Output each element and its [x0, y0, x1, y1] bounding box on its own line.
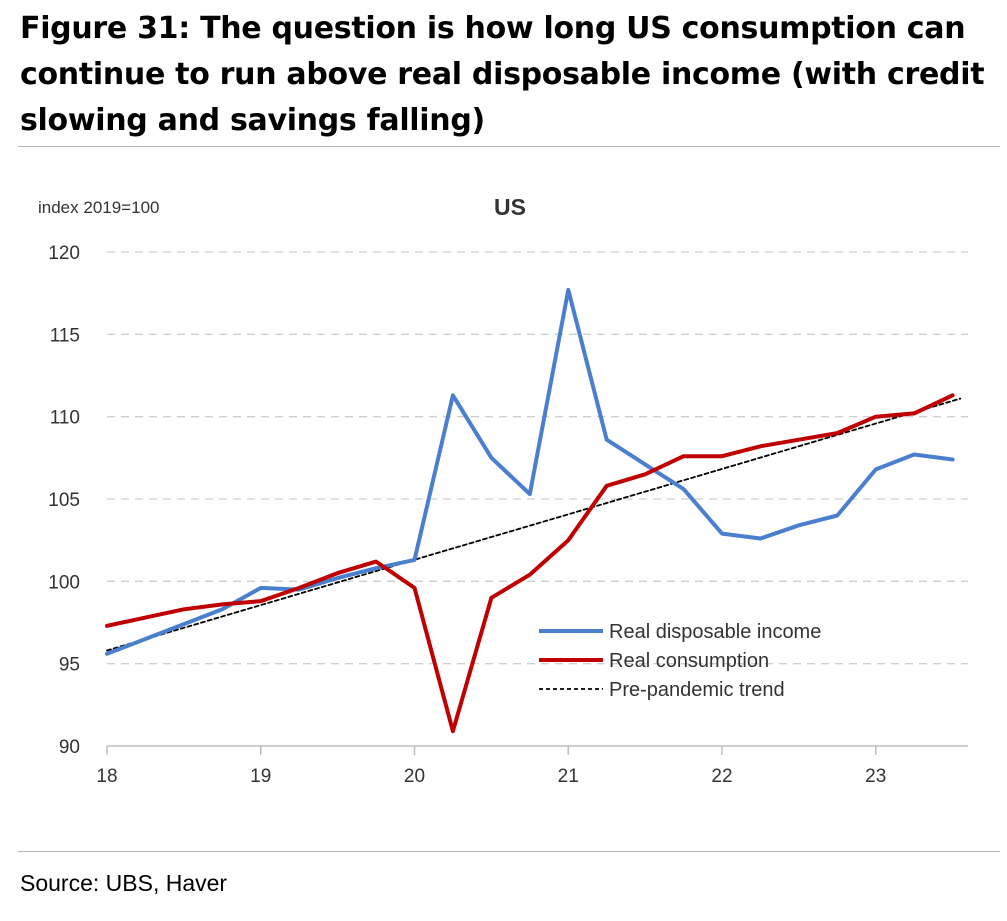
legend: Real disposable income Real consumption Pr…: [539, 621, 821, 701]
y-tick-100: 100: [48, 572, 80, 593]
legend-label-3: Pre-pandemic trend: [609, 679, 785, 701]
series-real-disposable-income: [105, 287, 955, 656]
x-tick-20: 20: [404, 766, 425, 787]
y-tick-115: 115: [50, 325, 80, 346]
y-tick-labels: 90 95 100 105 110 115 120: [48, 243, 80, 758]
y-tick-120: 120: [48, 243, 80, 264]
y-tick-105: 105: [48, 490, 80, 511]
source-note: Source: UBS, Haver: [20, 870, 228, 896]
y-tick-95: 95: [59, 655, 80, 676]
x-tick-18: 18: [96, 766, 117, 787]
title-divider: [18, 146, 1000, 147]
x-tick-19: 19: [250, 766, 271, 787]
x-tick-22: 22: [711, 766, 732, 787]
chart: index 2019=100 US 90 95 100 105 110 115 120 18…: [38, 194, 968, 787]
series-lines: [105, 287, 962, 734]
series-real-consumption: [105, 393, 955, 734]
figure-title: Figure 31: The question is how long US c…: [20, 11, 985, 138]
legend-label-2: Real consumption: [609, 650, 769, 672]
x-axis: 18 19 20 21 22 23: [96, 745, 968, 787]
gridlines: [107, 251, 968, 665]
legend-label-1: Real disposable income: [609, 621, 821, 643]
x-tick-23: 23: [865, 766, 886, 787]
y-axis-label: index 2019=100: [38, 198, 159, 217]
series-pre-pandemic-trend: [106, 397, 962, 652]
chart-title: US: [494, 194, 526, 220]
y-tick-110: 110: [50, 408, 80, 429]
source-divider: [18, 851, 1000, 852]
x-tick-21: 21: [558, 766, 579, 787]
y-tick-90: 90: [59, 737, 80, 758]
